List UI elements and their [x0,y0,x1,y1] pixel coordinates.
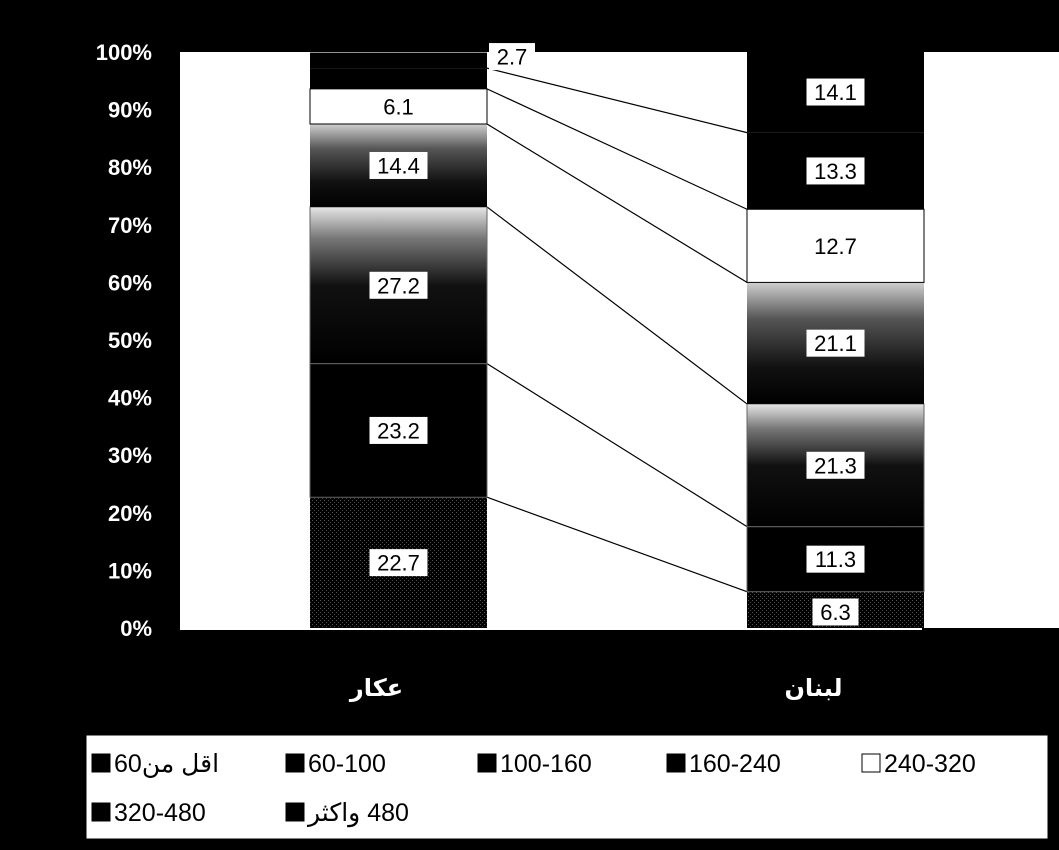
x-category-label: عكار [349,675,403,702]
y-tick-label: 50% [108,328,152,353]
legend-swatch [862,754,880,772]
data-label: 14.4 [377,153,420,178]
legend-label: 240-320 [884,750,976,778]
data-label: 22.7 [377,551,420,576]
data-label: 13.3 [814,159,857,184]
y-tick-label: 100% [96,40,152,65]
legend-label: 60-100 [308,750,386,778]
y-tick-label: 80% [108,155,152,180]
legend-swatch [286,754,304,772]
data-label: 12.7 [814,234,857,259]
y-tick-label: 70% [108,213,152,238]
x-category-label: لبنان [784,675,842,702]
legend-label: 100-160 [500,750,592,778]
data-label: 21.3 [814,453,857,478]
y-tick-label: 30% [108,443,152,468]
data-label: 6.1 [383,94,414,119]
y-tick-label: 10% [108,558,152,583]
legend-swatch [478,754,496,772]
bar-segment [310,68,487,89]
y-tick-label: 20% [108,501,152,526]
legend-label: 160-240 [689,750,781,778]
legend-label: 480 واكثر [306,799,409,828]
legend-swatch [92,803,110,821]
data-label: 23.2 [377,418,420,443]
data-label: 21.1 [814,331,857,356]
data-label: 2.7 [497,45,528,70]
legend-swatch [286,803,304,821]
plot-area-right [922,52,1059,628]
legend-label: اقل من60 [114,750,219,778]
data-label: 14.1 [814,80,857,105]
legend-label: 320-480 [114,799,206,827]
y-tick-label: 0% [120,616,152,641]
y-tick-label: 40% [108,386,152,411]
legend-swatch [92,754,110,772]
data-label: 6.3 [820,600,851,625]
data-label: 27.2 [377,273,420,298]
data-label: 11.3 [815,547,856,572]
data-label: 3.6 [255,54,286,79]
bar-segment [310,53,487,69]
legend-swatch [667,754,685,772]
y-tick-label: 90% [108,98,152,123]
y-tick-label: 60% [108,270,152,295]
